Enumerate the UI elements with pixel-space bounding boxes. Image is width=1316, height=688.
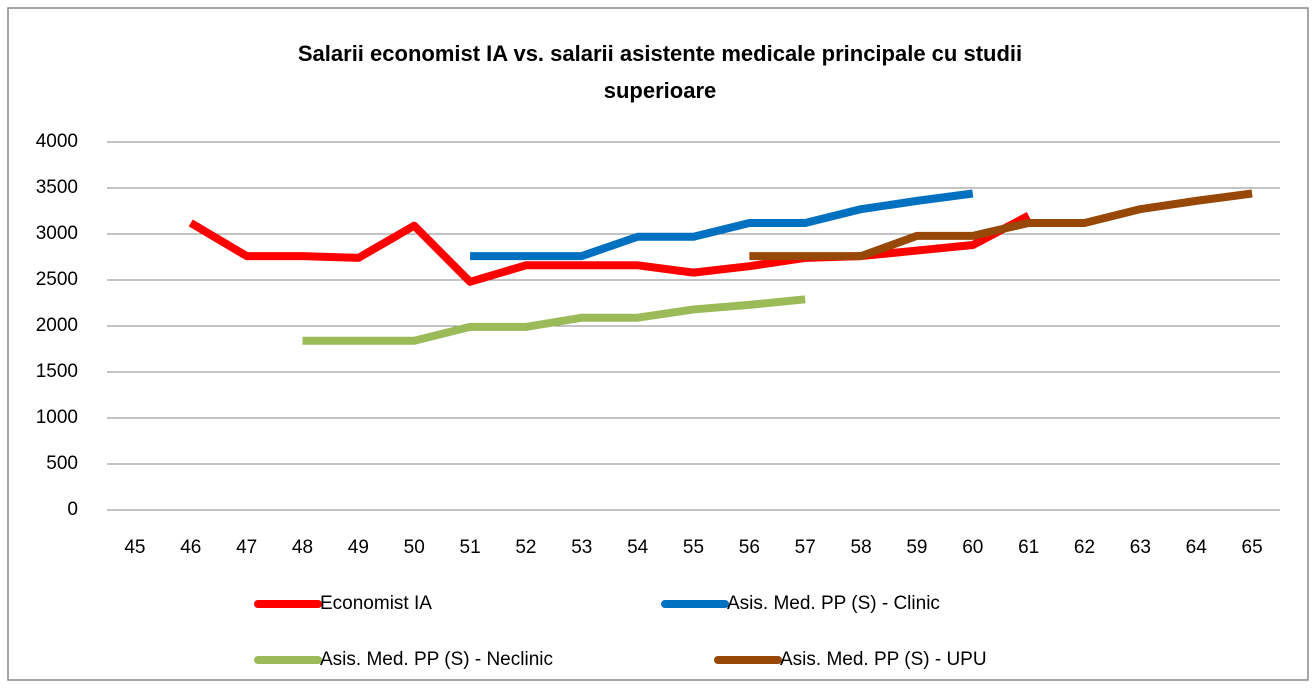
legend-label: Economist IA xyxy=(320,593,432,614)
y-tick-label: 2500 xyxy=(36,269,78,290)
x-tick-label: 58 xyxy=(851,537,872,558)
x-tick-label: 61 xyxy=(1018,537,1039,558)
x-tick-label: 65 xyxy=(1242,537,1263,558)
chart-title: Salarii economist IA vs. salarii asisten… xyxy=(298,41,1022,66)
series-line xyxy=(470,189,974,261)
y-tick-label: 0 xyxy=(67,499,78,520)
x-tick-label: 52 xyxy=(515,537,536,558)
x-tick-label: 59 xyxy=(906,537,927,558)
x-tick-label: 48 xyxy=(292,537,313,558)
y-tick-label: 1500 xyxy=(36,361,78,382)
y-tick-label: 2000 xyxy=(36,315,78,336)
x-tick-label: 57 xyxy=(795,537,816,558)
x-tick-label: 55 xyxy=(683,537,704,558)
x-tick-label: 54 xyxy=(627,537,649,558)
y-tick-label: 500 xyxy=(46,453,78,474)
series-line xyxy=(749,189,1253,261)
x-tick-label: 47 xyxy=(236,537,257,558)
legend-label: Asis. Med. PP (S) - UPU xyxy=(780,649,987,670)
x-tick-label: 49 xyxy=(348,537,369,558)
x-tick-label: 62 xyxy=(1074,537,1095,558)
x-tick-label: 63 xyxy=(1130,537,1151,558)
x-tick-label: 45 xyxy=(124,537,145,558)
x-tick-label: 50 xyxy=(404,537,425,558)
y-tick-label: 3500 xyxy=(36,177,78,198)
chart-title: superioare xyxy=(604,78,717,103)
y-tick-label: 3000 xyxy=(36,223,78,244)
x-tick-label: 53 xyxy=(571,537,592,558)
x-tick-label: 60 xyxy=(962,537,983,558)
x-tick-label: 46 xyxy=(180,537,201,558)
legend-label: Asis. Med. PP (S) - Neclinic xyxy=(320,649,553,670)
x-tick-label: 56 xyxy=(739,537,760,558)
chart-frame xyxy=(7,7,1309,681)
y-tick-label: 4000 xyxy=(36,131,78,152)
legend-label: Asis. Med. PP (S) - Clinic xyxy=(727,593,940,614)
x-tick-label: 51 xyxy=(460,537,481,558)
series-line xyxy=(302,295,806,345)
y-tick-label: 1000 xyxy=(36,407,78,428)
series-line xyxy=(188,212,1031,286)
x-tick-label: 64 xyxy=(1186,537,1208,558)
